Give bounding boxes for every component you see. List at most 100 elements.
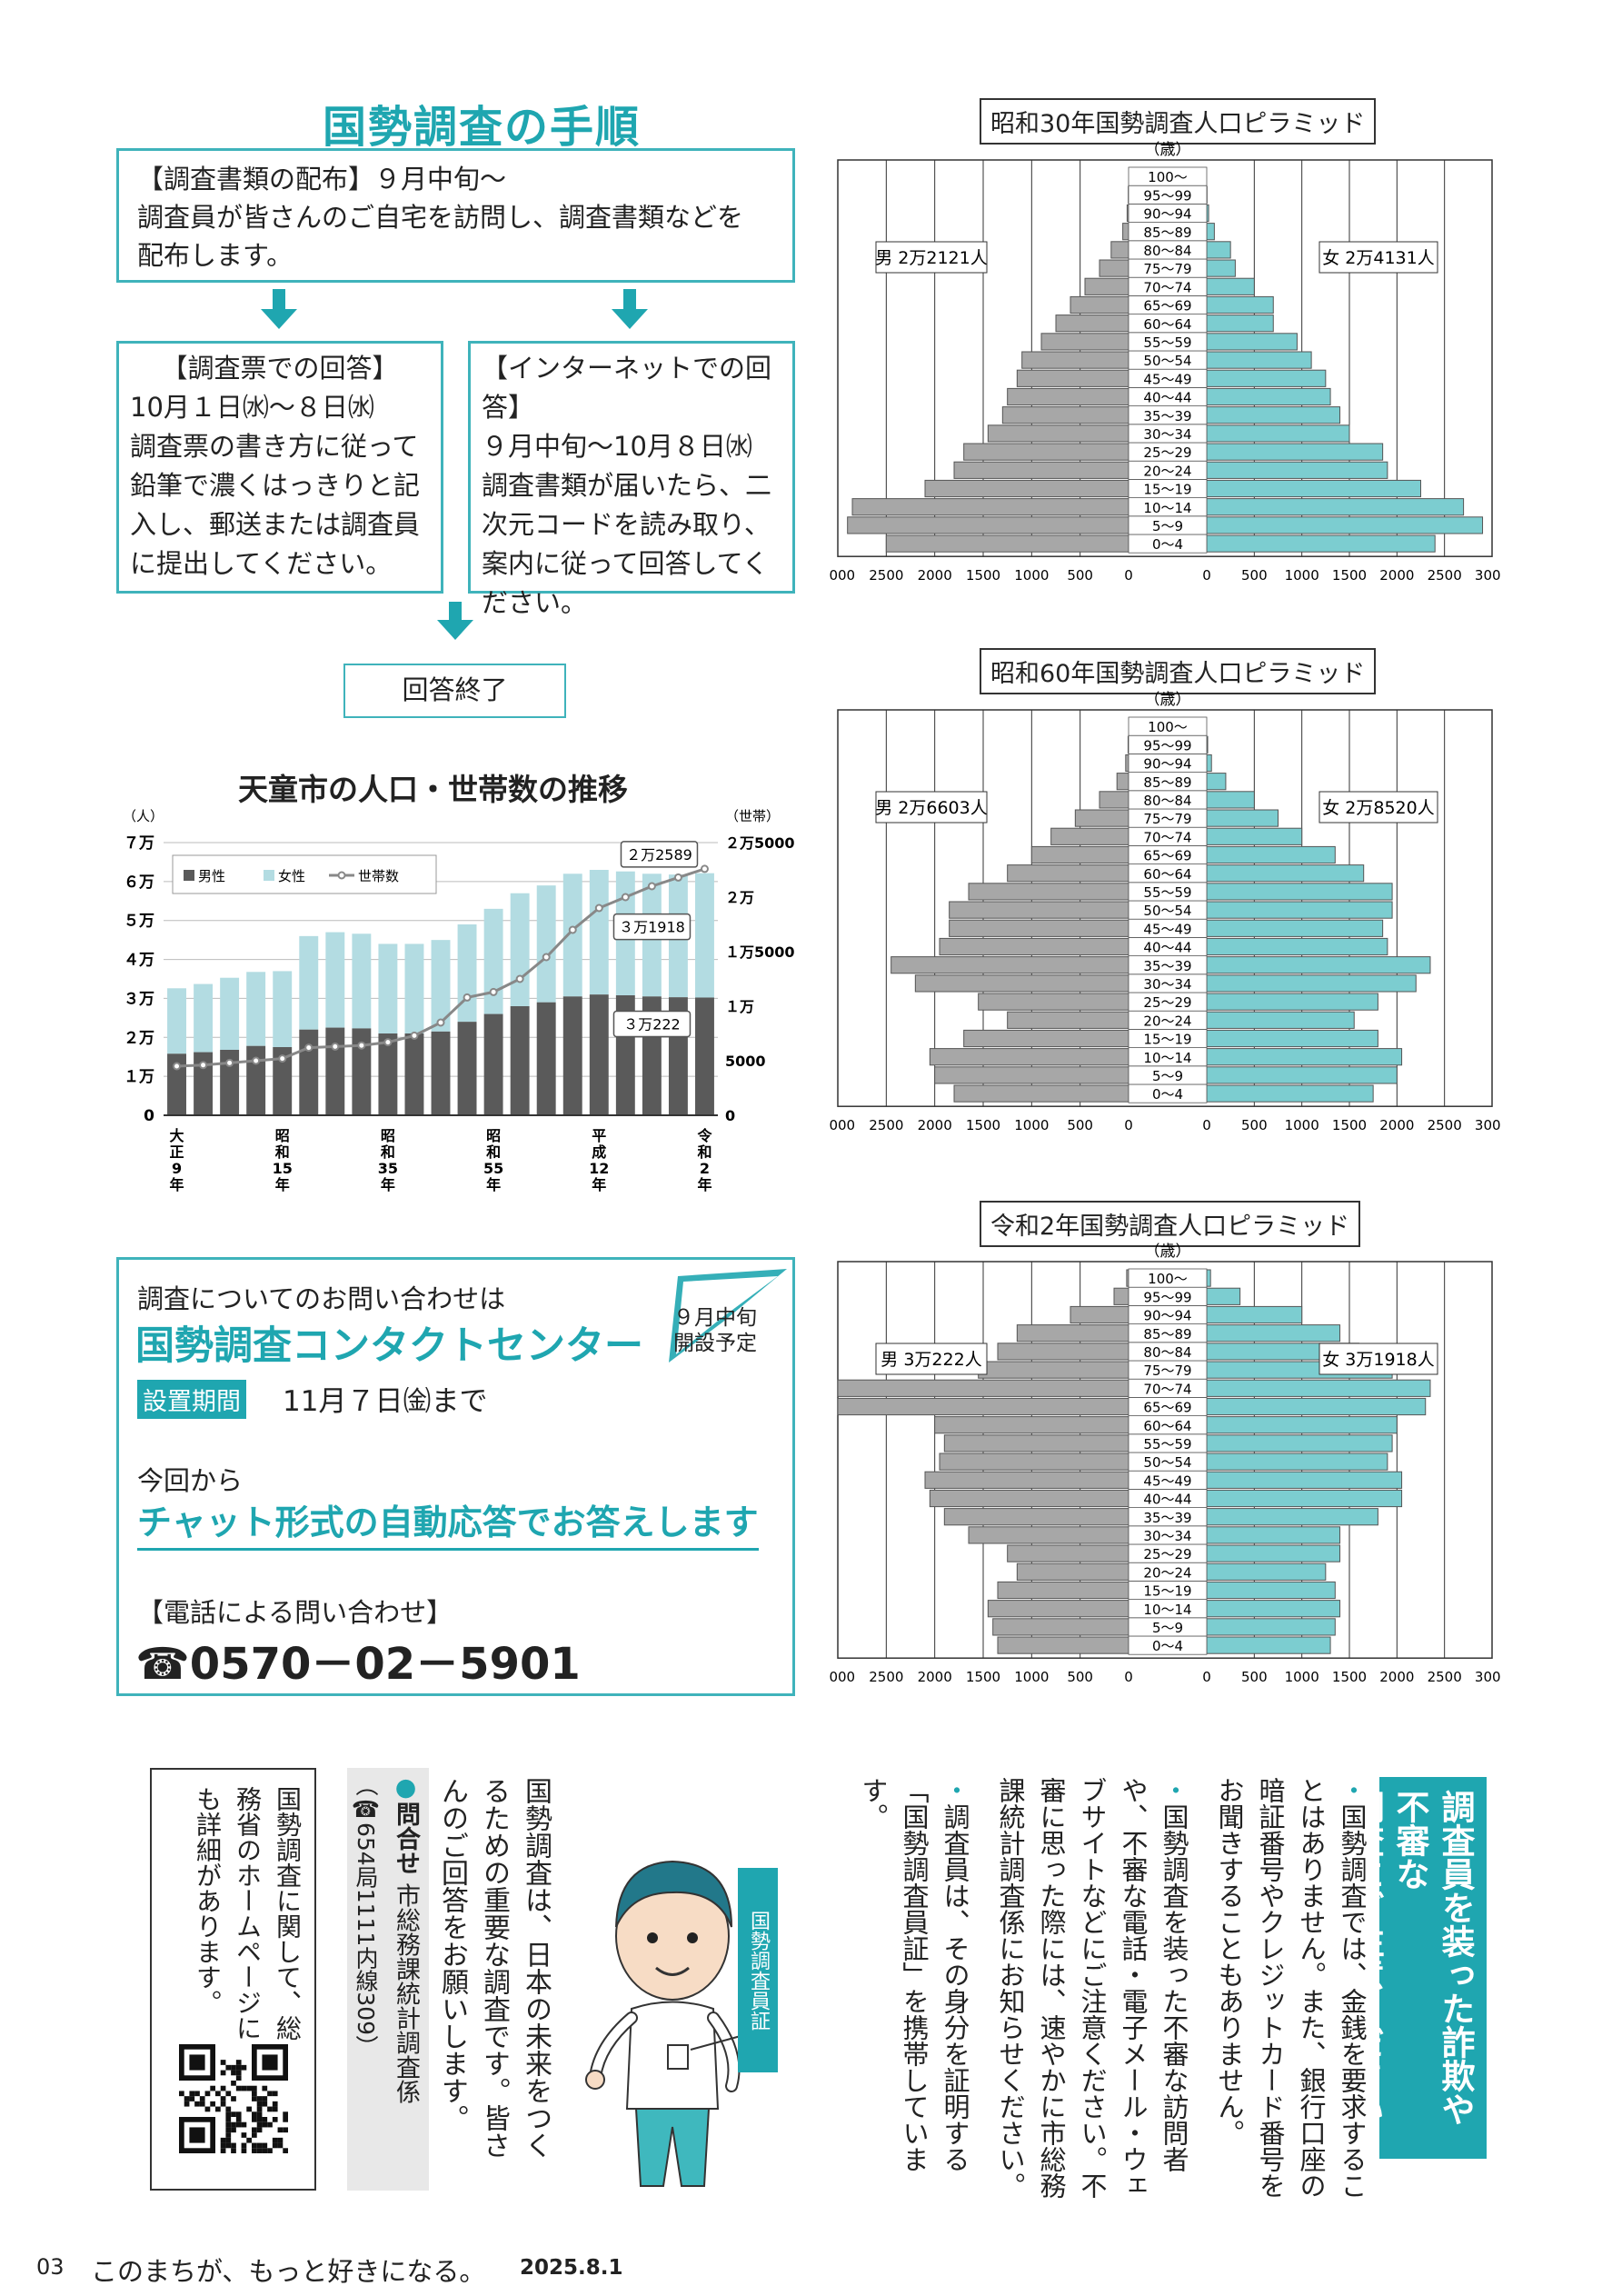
female-bar bbox=[695, 873, 714, 998]
female-bar bbox=[220, 977, 240, 1050]
paper-line: 10月１日㈬～８日㈬ bbox=[130, 392, 374, 423]
male-bar bbox=[997, 1581, 1129, 1600]
female-bar bbox=[1206, 1526, 1341, 1544]
inquiry-block: ●問合せ 市総務課統計調査係 （☎654局1111内線309） bbox=[347, 1768, 429, 2191]
age-group-label: 85～89 bbox=[1143, 1326, 1191, 1343]
female-bar bbox=[194, 983, 214, 1053]
female-bar bbox=[1206, 241, 1231, 259]
male-total: 男 2万2121人 bbox=[875, 248, 987, 268]
male-bar bbox=[949, 901, 1129, 919]
age-group-label: 45～49 bbox=[1143, 921, 1191, 937]
age-group-label: 100～ bbox=[1148, 719, 1188, 735]
y-left-tick: 0 bbox=[144, 1107, 154, 1125]
female-bar bbox=[1206, 1379, 1431, 1397]
female-bar bbox=[1206, 479, 1421, 498]
paper-line: 調査票の書き方に従って bbox=[130, 431, 419, 462]
paper-line: に提出してください。 bbox=[130, 548, 393, 579]
warning-title-line: 調査にご注意ください bbox=[1345, 1790, 1384, 2126]
warning-title: 調査員を装った詐欺や不審な 調査にご注意ください bbox=[1345, 1777, 1487, 2159]
x-tick: 500 bbox=[1067, 1117, 1093, 1133]
male-bar bbox=[378, 1033, 398, 1115]
age-group-label: 95～99 bbox=[1143, 1289, 1191, 1305]
male-bar bbox=[963, 1029, 1129, 1048]
households-point bbox=[568, 925, 577, 934]
female-bar bbox=[1206, 864, 1365, 883]
warning-bullet: ・国勢調査を装った不審な訪問者や、不審な電話・電子メール・ウェブサイトなどにご注… bbox=[995, 1777, 1189, 2199]
x-tick: 1000 bbox=[1014, 1669, 1049, 1685]
age-group-label: 20～24 bbox=[1143, 463, 1191, 479]
pyramid-chart-r2: （歳） 0～4 5～9 10～14 15～19 20～24 25～29 30～34 35～39 4… bbox=[829, 1243, 1501, 1685]
svg-text:令和2年: 令和 2 年 bbox=[696, 1127, 712, 1193]
female-bar bbox=[510, 893, 530, 1006]
x-tick: 0 bbox=[1124, 567, 1133, 584]
female-bar bbox=[1206, 1305, 1303, 1324]
female-bar bbox=[1206, 516, 1484, 534]
households-point bbox=[199, 1061, 208, 1070]
x-tick: 3000 bbox=[1475, 1669, 1501, 1685]
female-bar bbox=[1206, 314, 1274, 333]
female-bar bbox=[1206, 974, 1417, 993]
households-point bbox=[304, 1043, 313, 1053]
y-right-tick: 0 bbox=[725, 1107, 735, 1124]
male-bar bbox=[924, 479, 1129, 498]
female-bar bbox=[167, 988, 186, 1054]
age-group-label: 35～39 bbox=[1143, 408, 1191, 424]
male-bar bbox=[929, 1048, 1129, 1066]
period-label: 設置期間 bbox=[137, 1380, 246, 1419]
x-axis-label: 昭和 15 年 bbox=[273, 1127, 293, 1193]
paper-line: 鉛筆で濃くはっきりと記 bbox=[130, 470, 421, 501]
x-tick: 2500 bbox=[1428, 1117, 1462, 1133]
contact-intro: 調査についてのお問い合わせは bbox=[137, 1283, 506, 1314]
x-tick: 2500 bbox=[1428, 1669, 1462, 1685]
female-bar bbox=[1206, 406, 1341, 424]
male-bar bbox=[837, 1397, 1129, 1416]
households-point bbox=[225, 1058, 234, 1067]
households-point bbox=[463, 993, 472, 1002]
male-bar bbox=[589, 994, 609, 1115]
x-tick: 1000 bbox=[1014, 567, 1049, 584]
households-point bbox=[383, 1038, 393, 1047]
x-axis-label: 平成 12 年 bbox=[589, 1127, 609, 1193]
male-bar bbox=[1099, 791, 1129, 809]
households-point bbox=[173, 1062, 182, 1071]
male-bar bbox=[1070, 295, 1129, 314]
female-bar bbox=[1206, 1618, 1336, 1636]
male-bar bbox=[934, 1416, 1129, 1434]
female-bar bbox=[562, 873, 582, 997]
age-group-label: 0～4 bbox=[1152, 1086, 1183, 1103]
age-group-label: 70～74 bbox=[1143, 279, 1191, 295]
male-bar bbox=[299, 1029, 319, 1115]
male-bar bbox=[1016, 1562, 1129, 1581]
female-bar bbox=[1206, 1029, 1378, 1048]
x-tick: 1500 bbox=[1332, 1117, 1367, 1133]
inquiry-label: 問合せ bbox=[392, 1802, 420, 1875]
households-point bbox=[594, 903, 603, 913]
male-bar bbox=[1113, 1287, 1129, 1305]
male-bar bbox=[1007, 864, 1129, 883]
female-bar bbox=[1206, 1600, 1341, 1618]
female-bar bbox=[1206, 1011, 1355, 1029]
male-bar bbox=[939, 1452, 1129, 1471]
male-bar bbox=[325, 1027, 345, 1115]
pyramid-title-s60: 昭和60年国勢調査人口ピラミッド bbox=[980, 648, 1377, 694]
chart-callout: ３万1918 bbox=[619, 919, 685, 936]
female-bar bbox=[1206, 443, 1384, 461]
age-group-label: 80～84 bbox=[1143, 243, 1191, 259]
male-bar bbox=[891, 956, 1129, 974]
male-total: 男 3万222人 bbox=[881, 1350, 981, 1370]
female-bar bbox=[1206, 956, 1431, 974]
y-left-tick: ５万 bbox=[124, 913, 154, 931]
age-group-label: 70～74 bbox=[1143, 829, 1191, 845]
qr-code-icon[interactable] bbox=[179, 2044, 288, 2153]
female-bar bbox=[1206, 351, 1312, 369]
paper-heading: 【調査票での回答】 bbox=[161, 353, 399, 384]
internet-line: 次元コードを読み取り、 bbox=[482, 509, 771, 540]
households-point bbox=[410, 1031, 419, 1040]
procedure-title: 国勢調査の手順 bbox=[323, 102, 642, 153]
households-point bbox=[673, 873, 682, 882]
male-bar bbox=[1007, 387, 1129, 406]
female-bar bbox=[299, 935, 319, 1030]
female-bar bbox=[1206, 1581, 1336, 1600]
